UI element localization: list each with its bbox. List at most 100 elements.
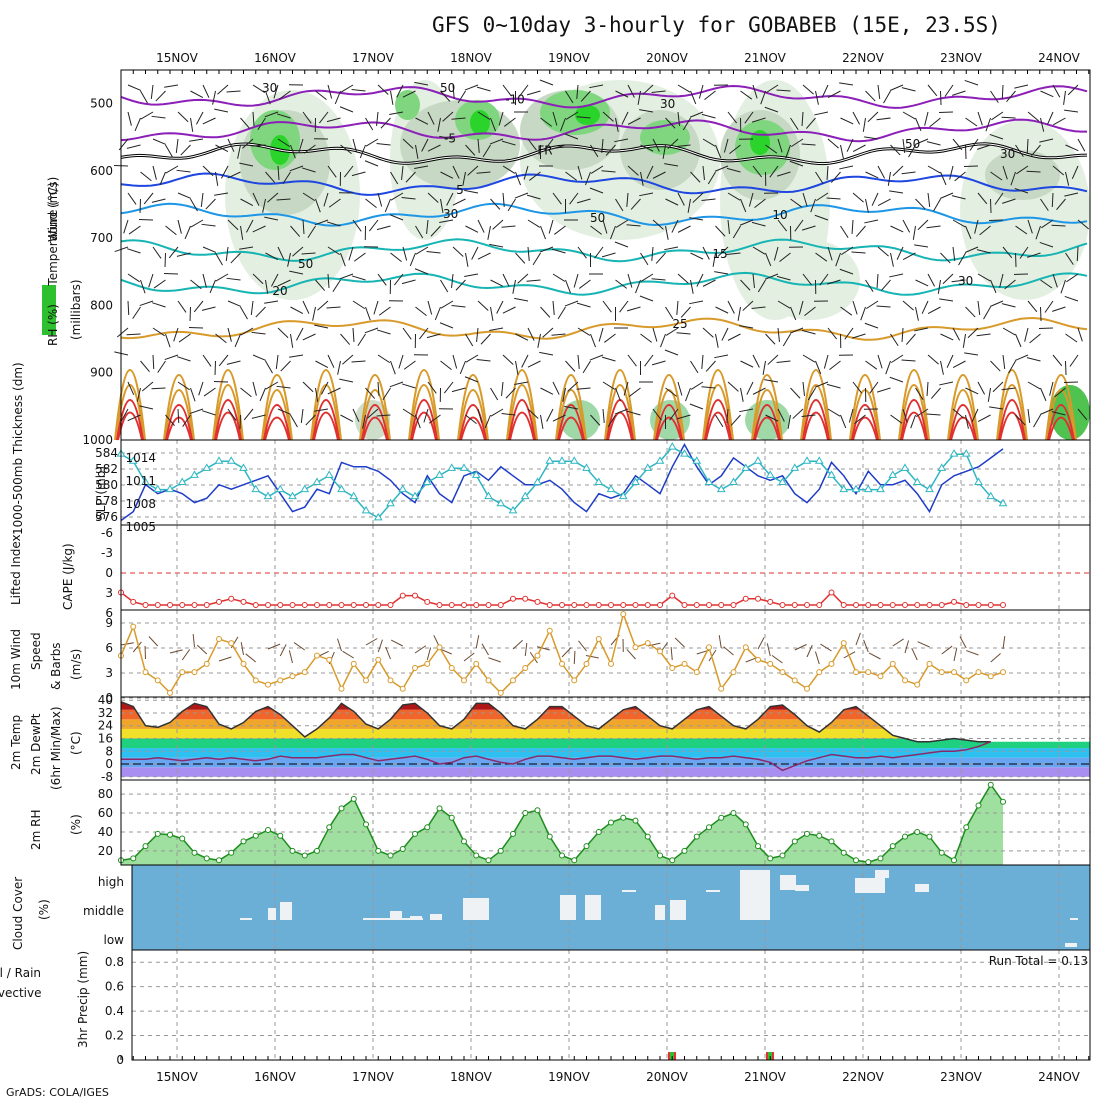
wind-speed-point (412, 665, 418, 671)
wind-barb (177, 219, 182, 234)
wind-barb (319, 111, 329, 124)
slp-tick: 1011 (125, 474, 156, 488)
wind-barb (314, 408, 329, 412)
wind-speed-point (840, 640, 847, 647)
lifted-index-point (657, 602, 663, 608)
wind-barb (315, 387, 319, 402)
wind-barb (401, 165, 404, 180)
wind-barb (951, 195, 966, 200)
rh-2m-point (179, 835, 186, 842)
wind-barb (177, 300, 187, 313)
wind-barb (752, 273, 755, 288)
wind-barb (401, 279, 416, 285)
wind-barb (777, 408, 785, 422)
wind-barb (527, 408, 539, 419)
wind-barb (526, 90, 541, 96)
wind-barb (839, 268, 854, 275)
wind-barb (315, 90, 327, 100)
temperature-contour (263, 404, 291, 441)
wind-barb (952, 90, 966, 96)
wind-barb (640, 273, 654, 282)
wind-barb (459, 360, 466, 375)
wind-barb (155, 90, 166, 102)
cloud-bar (875, 870, 889, 878)
wind-barb (551, 248, 566, 254)
rh-2m-point (840, 849, 847, 856)
wind-barb (826, 197, 841, 200)
wind-barb (769, 165, 779, 178)
wind-barb-10m (537, 646, 550, 651)
axis-label-temperature: Temperature (°C) (46, 182, 60, 287)
rh-shading (750, 130, 770, 155)
wind-barb (173, 327, 179, 342)
wind-barb (340, 84, 354, 93)
thickness-tick: 578 (95, 494, 118, 508)
rh-contour-label: 30 (1000, 147, 1015, 161)
temperature-contour (460, 416, 486, 441)
wind-barb (292, 246, 304, 257)
isotherm-label: 10 (772, 208, 787, 222)
wind-barb (327, 387, 341, 395)
wind-barb (189, 408, 204, 415)
wind-speed-point (742, 644, 749, 651)
wind-barb-10m (820, 643, 832, 652)
wind-barb (940, 252, 951, 264)
wind-barb (1052, 306, 1066, 312)
wind-barb (502, 165, 516, 174)
lifted-index-point (865, 602, 872, 608)
wind-barb (814, 111, 829, 116)
wind-barb (377, 84, 389, 95)
wind-barb (963, 165, 979, 168)
wind-barb (790, 138, 804, 148)
wind-barb (296, 327, 304, 341)
wind-barb (862, 117, 866, 132)
rh-2m-point (326, 824, 333, 831)
wind-barb (280, 360, 291, 372)
wind-speed-point (620, 611, 627, 618)
slp-point (949, 449, 959, 457)
wind-barb-10m (148, 636, 159, 647)
wind-barb (815, 360, 822, 375)
wind-barb (876, 273, 879, 289)
temperature-tick: 32 (98, 706, 113, 720)
wind-barb (576, 198, 591, 204)
rh-2m-point (730, 810, 737, 817)
lifted-index-point (669, 592, 676, 599)
wind-barb (992, 381, 1004, 393)
wind-barb (867, 111, 879, 123)
wind-barb (1040, 306, 1042, 322)
wind-barb (902, 219, 911, 233)
temperature-contour (458, 389, 488, 441)
wind-barb (701, 198, 716, 201)
wind-barb (552, 192, 562, 205)
wind-barb (209, 279, 216, 294)
wind-barb (202, 273, 207, 288)
wind-barb (827, 90, 841, 99)
lifted-index-point (742, 595, 749, 602)
slp-point (912, 477, 922, 485)
wind-barb (490, 117, 497, 132)
wind-barb (289, 270, 304, 275)
wind-barb (165, 414, 175, 427)
temperature-contour (264, 416, 290, 441)
wind-barb (790, 387, 801, 399)
wind-barb-10m (868, 652, 881, 660)
wind-barb (687, 198, 691, 213)
wind-barb-10m (181, 649, 191, 661)
wind-barb (565, 171, 577, 181)
panel-frame (131, 949, 1091, 1061)
wind-speed-point (889, 660, 896, 667)
wind-barb (1065, 252, 1074, 265)
data-marks (113, 79, 1090, 1060)
wind-speed-point (522, 665, 529, 671)
wind-barb (667, 138, 679, 149)
wind-barb (744, 111, 754, 124)
wind-barb (682, 117, 691, 131)
temperature-tick: 0 (105, 757, 113, 771)
temperature-contour (457, 374, 489, 441)
wind-barb (225, 246, 229, 261)
wind-barb (512, 279, 516, 294)
wind-barb-10m (966, 650, 979, 656)
wind-barb (602, 381, 616, 390)
wind-barb (1064, 109, 1079, 113)
